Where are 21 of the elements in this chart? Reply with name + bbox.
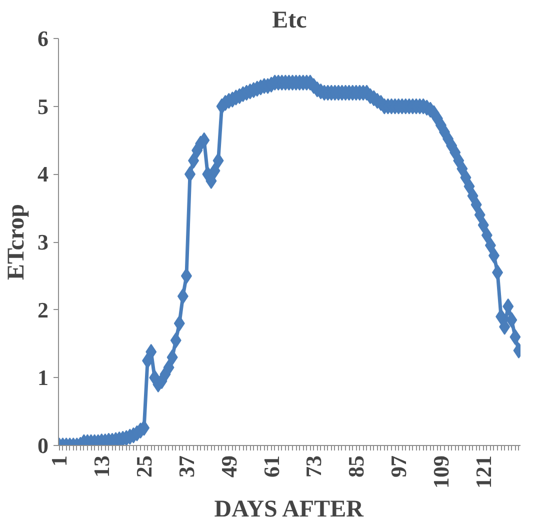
y-tick-label: 0 [38,433,48,458]
y-tick-label: 3 [38,230,48,254]
y-tick-label: 5 [38,94,48,119]
x-tick-label: 73 [301,456,326,478]
x-tick-label: 13 [89,456,114,478]
y-tick-label: 4 [38,162,48,187]
x-tick-label: 97 [386,456,412,478]
y-tick-label: 2 [38,297,48,322]
x-axis-title: DAYS AFTER [214,496,364,522]
x-tick-label: 49 [216,456,242,478]
x-tick-label: 1 [46,456,72,466]
y-axis-title: ETcrop [4,204,30,280]
x-tick-label: 121 [470,456,496,488]
chart-title: Etc [272,8,308,34]
x-tick-label: 25 [132,456,157,478]
x-tick-label: 61 [258,456,284,478]
y-tick-label: 1 [38,365,48,390]
x-tick-label: 109 [428,456,454,488]
y-tick-label: 6 [38,26,48,51]
x-tick-label: 37 [174,456,199,478]
x-tick-label: 85 [344,456,369,478]
